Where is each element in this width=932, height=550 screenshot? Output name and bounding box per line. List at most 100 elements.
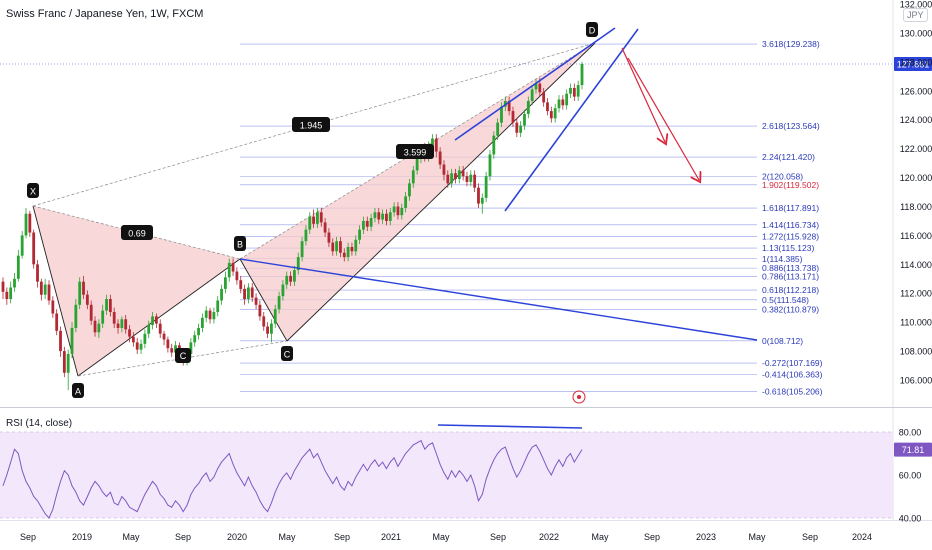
last-price-value: 127.861 [897, 60, 930, 70]
candle-body [461, 170, 465, 177]
x-tick-label: 2019 [72, 532, 92, 542]
channel-upper-line [454, 27, 616, 141]
candle-body [128, 329, 131, 337]
target-marker-icon[interactable] [572, 390, 586, 404]
ratio-badge [121, 225, 153, 240]
pattern-point-badge [72, 383, 84, 398]
candle-body [511, 111, 515, 123]
candle-body [258, 304, 262, 317]
candle-body [373, 212, 377, 219]
candle-body [273, 309, 277, 324]
y-tick-label: 116.000 [900, 231, 932, 241]
candle-body [331, 242, 335, 252]
fib-level-label: 2.618(123.564) [762, 121, 820, 131]
candle-body [70, 327, 74, 354]
candle-body [519, 125, 523, 133]
forecast-arrow [621, 47, 665, 142]
rsi-value: 71.81 [902, 445, 925, 455]
candle-body [227, 262, 231, 278]
candle-body [304, 229, 308, 242]
fib-level-label: 0.786(113.171) [762, 271, 819, 281]
candle-body [89, 304, 93, 321]
candle-body [105, 299, 108, 311]
pattern-point-label: B [237, 240, 243, 250]
fib-level-label: -0.414(106.363) [762, 370, 823, 380]
candle-body [534, 83, 538, 90]
candle-body [208, 310, 212, 320]
candle-body [450, 173, 454, 184]
candle-body [289, 275, 292, 282]
candle-body [266, 326, 269, 334]
candle-body [170, 348, 174, 353]
y-tick-label: 108.000 [900, 347, 932, 357]
candle-body [5, 291, 9, 300]
pattern-triangle-xab [33, 206, 240, 376]
pattern-point-badge [234, 236, 246, 251]
candle-body [247, 287, 250, 300]
candle-body [1, 281, 5, 292]
candle-body [411, 170, 415, 184]
candle-body [327, 232, 331, 243]
candle-body [515, 122, 519, 133]
forecast-arrow [627, 57, 699, 180]
x-tick-label: May [748, 532, 766, 542]
ratio-badge [396, 144, 434, 159]
fib-level-label: 0.886(113.738) [762, 263, 819, 273]
y-tick-label: 118.000 [900, 202, 932, 212]
candle-body [431, 138, 434, 146]
candle-body [477, 187, 480, 204]
candle-body [526, 100, 530, 114]
candle-body [112, 312, 116, 324]
y-tick-label: 106.000 [900, 375, 932, 385]
candle-body [220, 288, 223, 301]
candle-body [28, 213, 32, 233]
candle-body [189, 342, 193, 354]
candle-body [78, 281, 82, 305]
candle-body [300, 241, 304, 258]
candle-body [243, 288, 246, 300]
y-tick-label: 130.000 [900, 29, 932, 39]
y-tick-label: 124.000 [900, 115, 932, 125]
candle-body [457, 170, 461, 180]
candle-body [442, 164, 446, 175]
candle-body [358, 229, 362, 240]
currency-badge[interactable]: JPY [903, 8, 928, 22]
candle-body [36, 264, 39, 282]
candle-body [285, 275, 289, 285]
candle-body [59, 330, 62, 352]
target-marker-dot [577, 395, 581, 399]
y-tick-label: 132.000 [900, 0, 932, 10]
candle-body [488, 154, 492, 177]
candle-body [473, 174, 477, 188]
candle-body [24, 213, 28, 236]
candle-body [43, 284, 47, 295]
y-tick-label: 126.000 [900, 86, 932, 96]
candle-body [381, 213, 385, 220]
candle-body [216, 300, 220, 313]
pattern-triangle-bcd [240, 43, 595, 341]
candle-body [408, 183, 411, 197]
candle-body [500, 106, 503, 123]
candle-body [369, 218, 373, 227]
candle-body [492, 135, 496, 155]
fib-level-label: 0.618(112.218) [762, 285, 819, 295]
ratio-label: 1.945 [300, 121, 323, 131]
point-label-small: C [180, 351, 187, 361]
candle-body [85, 294, 89, 305]
candle-body [270, 323, 273, 334]
rsi-value-tag [894, 442, 932, 457]
candle-body [197, 327, 200, 336]
candle-body [16, 255, 20, 279]
fib-level-label: 0.382(110.879) [762, 304, 819, 314]
candle-body [396, 206, 400, 216]
candle-body [200, 317, 204, 328]
rsi-label[interactable]: RSI (14, close) [6, 418, 73, 429]
candle-body [135, 342, 139, 350]
pattern-leg [32, 205, 79, 377]
candle-body [166, 339, 170, 349]
candle-body [377, 212, 381, 220]
candle-body [438, 151, 442, 165]
pattern-point-label: C [284, 350, 291, 360]
candle-body [147, 325, 151, 334]
